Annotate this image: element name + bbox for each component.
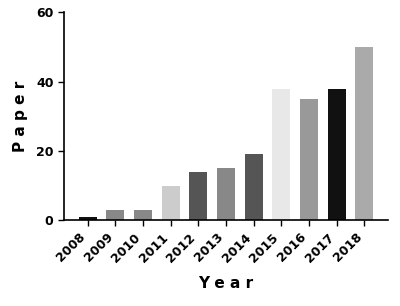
Bar xyxy=(272,88,290,220)
Bar xyxy=(79,217,97,220)
Bar xyxy=(328,88,346,220)
Bar xyxy=(300,99,318,220)
Bar xyxy=(217,168,235,220)
Bar xyxy=(355,47,373,220)
Bar xyxy=(245,155,263,220)
Y-axis label: P a p e r: P a p e r xyxy=(13,81,28,152)
Bar xyxy=(189,172,207,220)
X-axis label: Y e a r: Y e a r xyxy=(198,276,254,291)
Bar xyxy=(106,210,124,220)
Bar xyxy=(162,186,180,220)
Bar xyxy=(134,210,152,220)
